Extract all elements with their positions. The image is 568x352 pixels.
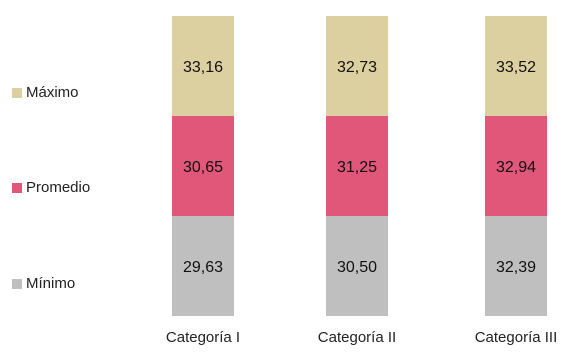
legend-item-minimo: Mínimo [12,275,75,292]
bar-segment-máximo-3 [485,16,547,116]
legend-swatch-minimo [12,278,22,289]
bar-segment-máximo-1 [172,16,234,116]
data-label-promedio-2: 31,25 [337,159,377,176]
data-label-promedio-3: 32,94 [496,159,536,176]
bar-segment-máximo-2 [326,16,388,116]
category-label-3: Categoría III [475,329,558,346]
legend-item-maximo: Máximo [12,84,79,101]
legend-swatch-maximo [12,87,22,98]
bar-segment-promedio-1 [172,116,234,216]
legend-label-maximo: Máximo [26,84,79,101]
category-label-1: Categoría I [166,329,240,346]
data-label-mínimo-2: 30,50 [337,259,377,276]
legend-label-minimo: Mínimo [26,275,76,292]
data-label-mínimo-1: 29,63 [183,259,223,276]
chart-legend: Máximo Promedio Mínimo [12,0,142,352]
data-label-promedio-1: 30,65 [183,159,223,176]
bar-segment-promedio-2 [326,116,388,216]
data-label-máximo-1: 33,16 [183,59,223,76]
bar-segment-mínimo-2 [326,216,388,316]
legend-swatch-promedio [12,182,22,193]
legend-label-promedio: Promedio [26,179,91,196]
category-label-2: Categoría II [318,329,396,346]
legend-item-promedio: Promedio [12,179,90,196]
bar-segment-promedio-3 [485,116,547,216]
bar-segment-mínimo-3 [485,216,547,316]
data-label-mínimo-3: 32,39 [496,259,536,276]
data-label-máximo-2: 32,73 [337,59,377,76]
data-label-máximo-3: 33,52 [496,59,536,76]
bar-segment-mínimo-1 [172,216,234,316]
